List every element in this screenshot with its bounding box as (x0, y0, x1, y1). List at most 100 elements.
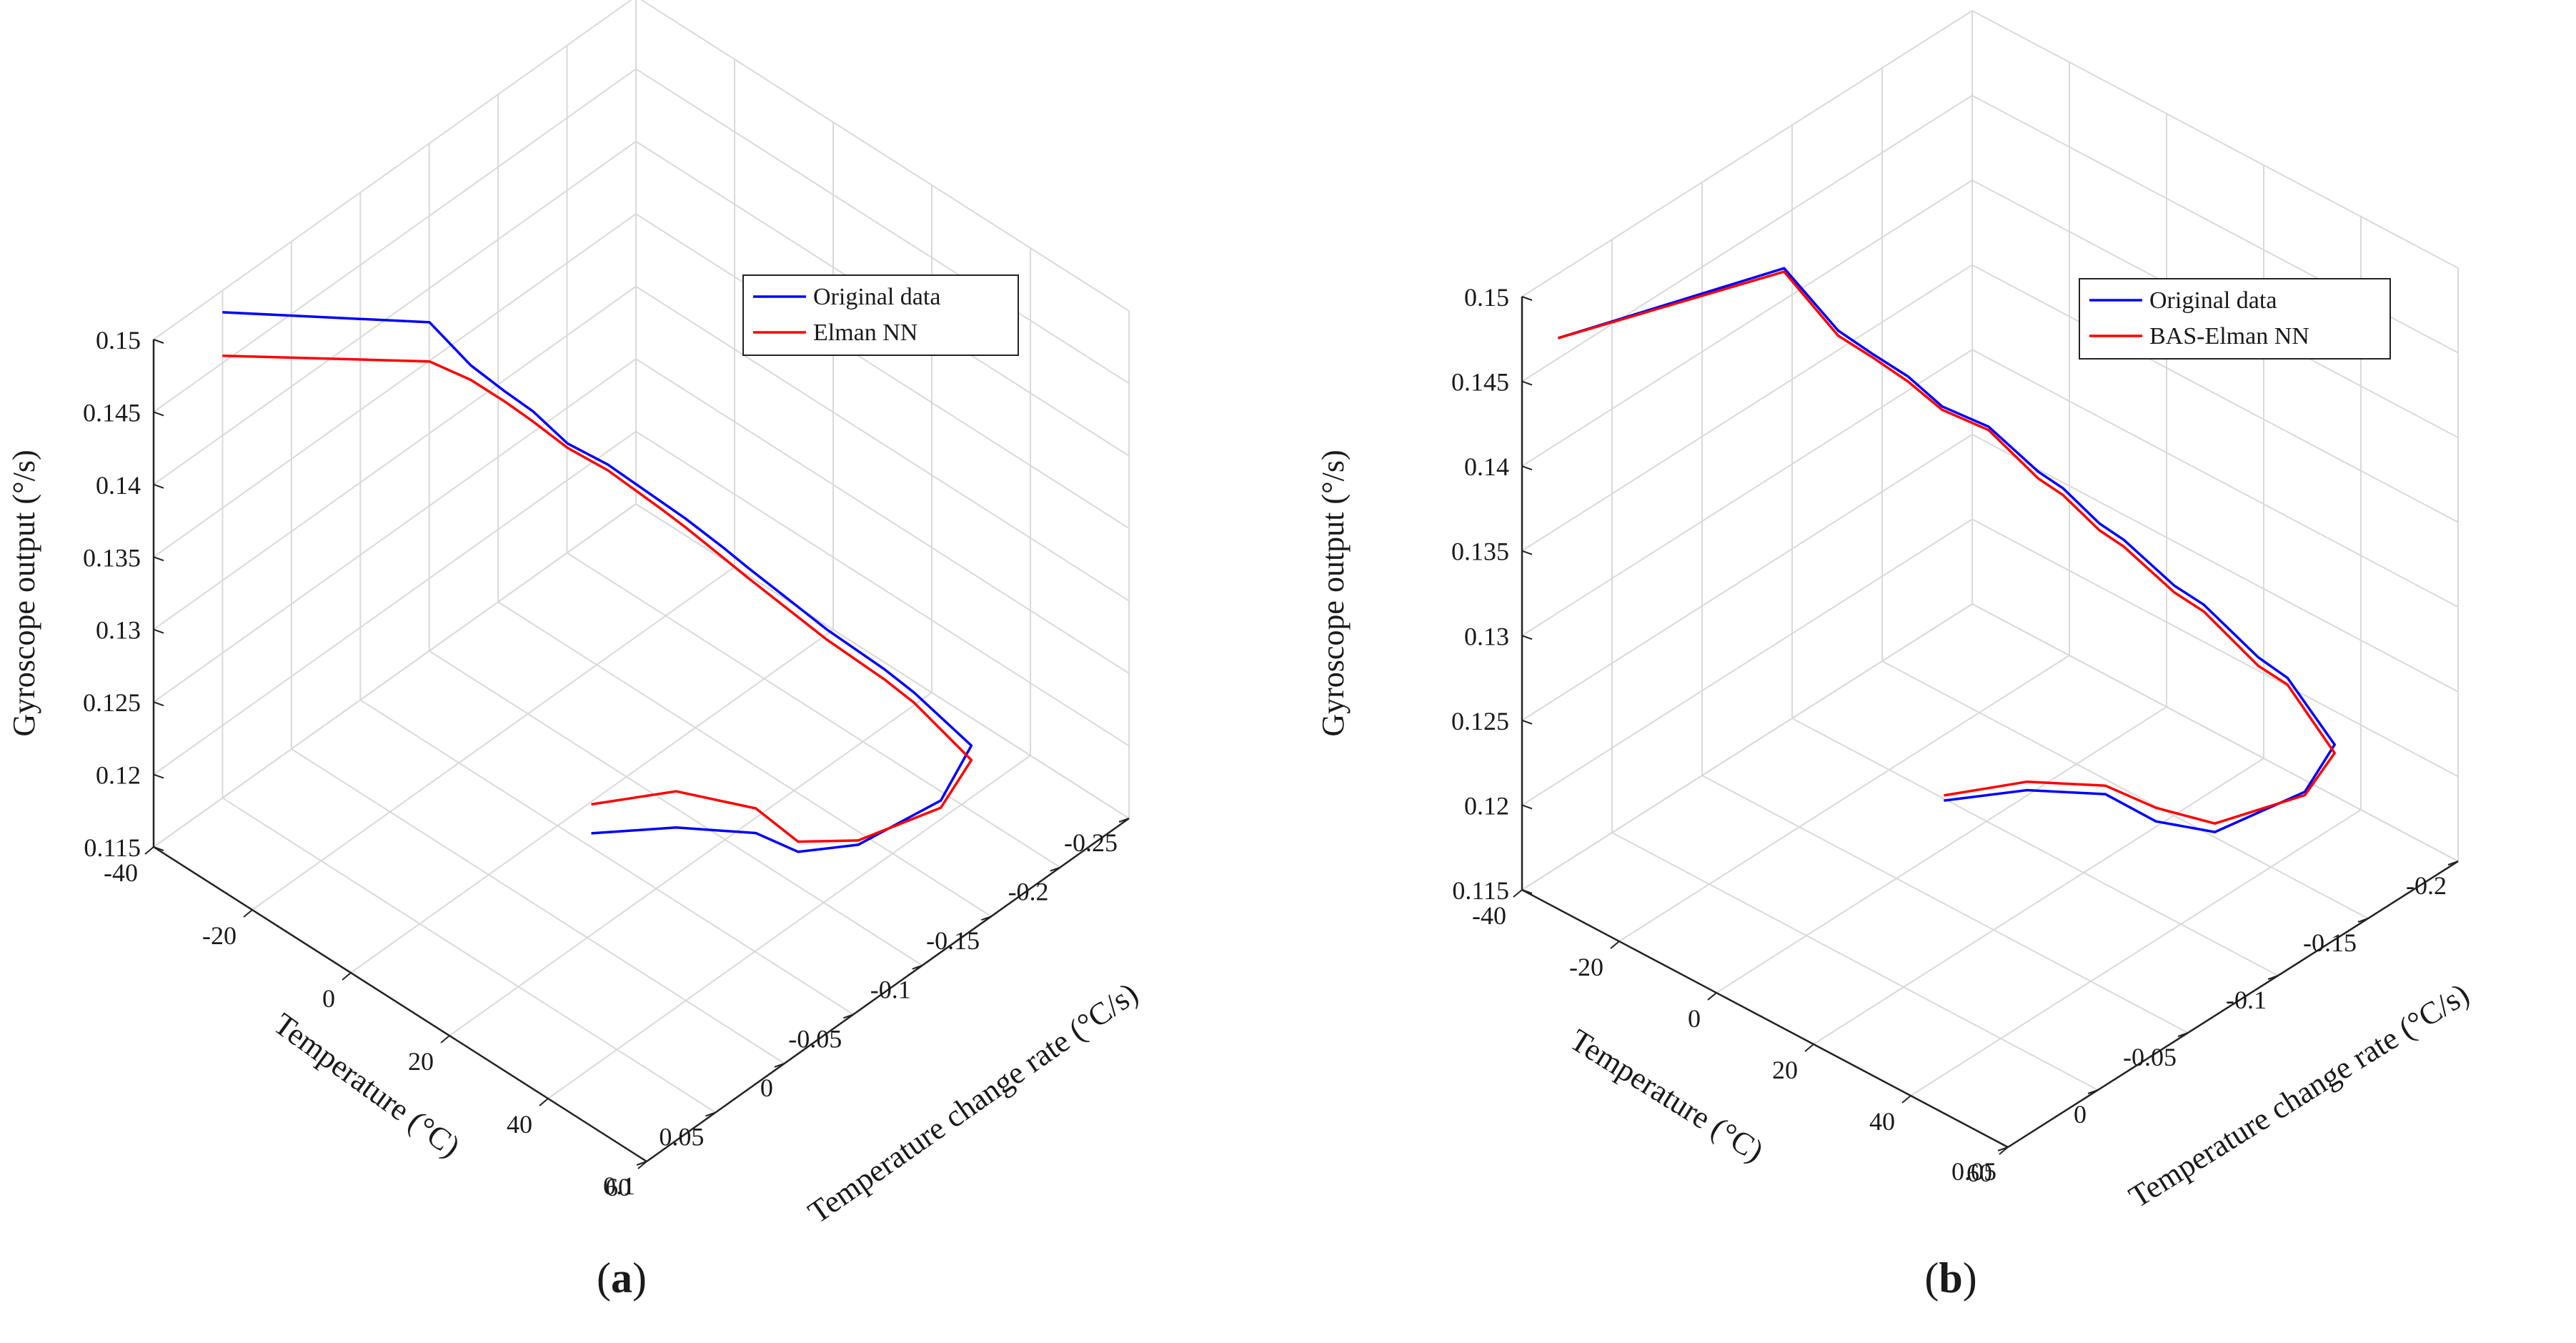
y-tick (2177, 1032, 2189, 1037)
caption-close: ) (1963, 1254, 1977, 1302)
y-tick-label: -0.05 (788, 1024, 842, 1053)
z-tick (1521, 719, 1533, 725)
grid-line (359, 699, 854, 1016)
y-tick (1997, 1146, 2009, 1151)
z-tick (1521, 465, 1533, 471)
x-tick (1901, 1095, 1911, 1104)
grid-line (1521, 179, 1973, 467)
caption-open: ( (1924, 1254, 1939, 1302)
legend-entry: BAS-Elman NN (2149, 323, 2309, 350)
z-tick-label: 0.13 (1464, 622, 1509, 650)
y-tick (980, 916, 992, 921)
z-tick (1521, 296, 1533, 301)
z-tick-label: 0.12 (96, 761, 141, 790)
z-tick-label: 0.14 (1464, 452, 1509, 481)
grid-line (1521, 349, 1973, 637)
z-tick-label: 0.15 (1464, 283, 1509, 312)
grid-line (153, 0, 632, 340)
z-tick (153, 411, 164, 417)
grid-line (153, 503, 637, 848)
y-tick-label: -0.1 (2226, 986, 2267, 1014)
legend: Original data BAS-Elman NN (2079, 278, 2391, 360)
y-tick-label: -0.15 (2303, 928, 2357, 957)
legend-box (742, 274, 1019, 356)
y-tick-label: 0.1 (603, 1171, 635, 1200)
x-tick-label: 0 (1688, 1004, 1701, 1033)
grid-line (1813, 758, 2264, 1045)
grid-line (1611, 832, 2099, 1091)
grid-line (1971, 518, 2459, 778)
x-tick-label: 40 (1869, 1107, 1895, 1136)
x-tick (440, 1035, 450, 1044)
z-tick (153, 483, 164, 489)
z-tick (153, 701, 164, 707)
z-tick (153, 628, 164, 634)
x-tick-label: 20 (408, 1047, 434, 1076)
x-tick-label: 0 (322, 984, 335, 1013)
x-tick-label: -20 (1569, 953, 1603, 981)
panel-caption: (b) (1924, 1254, 1976, 1302)
z-tick (153, 556, 164, 562)
x-axis-label: Temperature (°C) (1564, 1022, 1770, 1169)
caption-letter: b (1939, 1254, 1962, 1302)
y-tick-label: 0 (2074, 1100, 2087, 1129)
grid-line (153, 213, 637, 558)
z-tick-label: 0.13 (96, 616, 141, 645)
grid-line (1971, 603, 2459, 862)
grid-line (153, 285, 637, 630)
panel-b: 0.115 0.12 0.125 0.13 0.135 0.14 0.145 0.15 -40 -… (1316, 10, 2475, 1302)
y-tick (842, 1014, 854, 1019)
z-tick-label: 0.115 (84, 833, 141, 862)
grid-line (153, 430, 637, 775)
y-tick-label: -0.05 (2123, 1043, 2177, 1071)
grid-line (1971, 10, 2459, 269)
legend-entry: Elman NN (813, 319, 917, 346)
panel-caption: (a) (597, 1254, 647, 1302)
y-tick (2357, 918, 2369, 923)
grid-line (635, 358, 1130, 674)
y-tick (1050, 866, 1060, 872)
series-line-original (1557, 267, 2336, 833)
grid-line (1521, 264, 1973, 552)
grid-line (1971, 433, 2459, 693)
grid-line (1971, 349, 2459, 608)
x-tick (144, 846, 154, 855)
y-axis-line (646, 817, 1130, 1163)
legend: Original data Elman NN (742, 274, 1019, 356)
y-tick (636, 1161, 647, 1166)
z-tick-label: 0.135 (83, 543, 141, 572)
x-axis-line (1521, 888, 2009, 1149)
grid-line (1701, 775, 2189, 1034)
legend-entry: Original data (813, 284, 940, 310)
y-tick-label: 0 (760, 1074, 773, 1102)
x-axis-line (153, 846, 647, 1163)
y-tick-label: -0.2 (2406, 871, 2447, 900)
grid-line (1971, 264, 2459, 523)
grid-line (497, 601, 992, 917)
x-tick-label: 40 (507, 1110, 532, 1139)
grid-line (252, 566, 735, 911)
x-tick (1513, 889, 1523, 898)
grid-line (1716, 706, 2167, 993)
grid-line (1521, 10, 1973, 297)
z-tick (1521, 550, 1533, 555)
grid-line (1881, 660, 2369, 919)
grid-line (635, 285, 1130, 602)
grid-line (153, 358, 637, 703)
x-tick (1804, 1044, 1814, 1052)
z-tick-label: 0.145 (83, 398, 141, 427)
x-tick (1610, 941, 1620, 949)
z-tick (153, 339, 164, 344)
y-tick-label: 0.05 (659, 1122, 704, 1151)
grid-line (567, 552, 1061, 868)
panel-a: 0.115 0.12 0.125 0.13 0.135 0.14 0.145 0.15 -40 -… (6, 0, 1144, 1302)
grid-line (1618, 655, 2070, 942)
z-tick-label: 0.12 (1464, 791, 1509, 820)
y-tick-label: -0.25 (1064, 828, 1118, 857)
grid-line (635, 213, 1130, 530)
y-tick (2087, 1089, 2099, 1094)
grid-line (1521, 518, 1973, 806)
z-axis-label: Gyroscope output (°/s) (6, 450, 41, 736)
y-tick (1118, 818, 1130, 823)
